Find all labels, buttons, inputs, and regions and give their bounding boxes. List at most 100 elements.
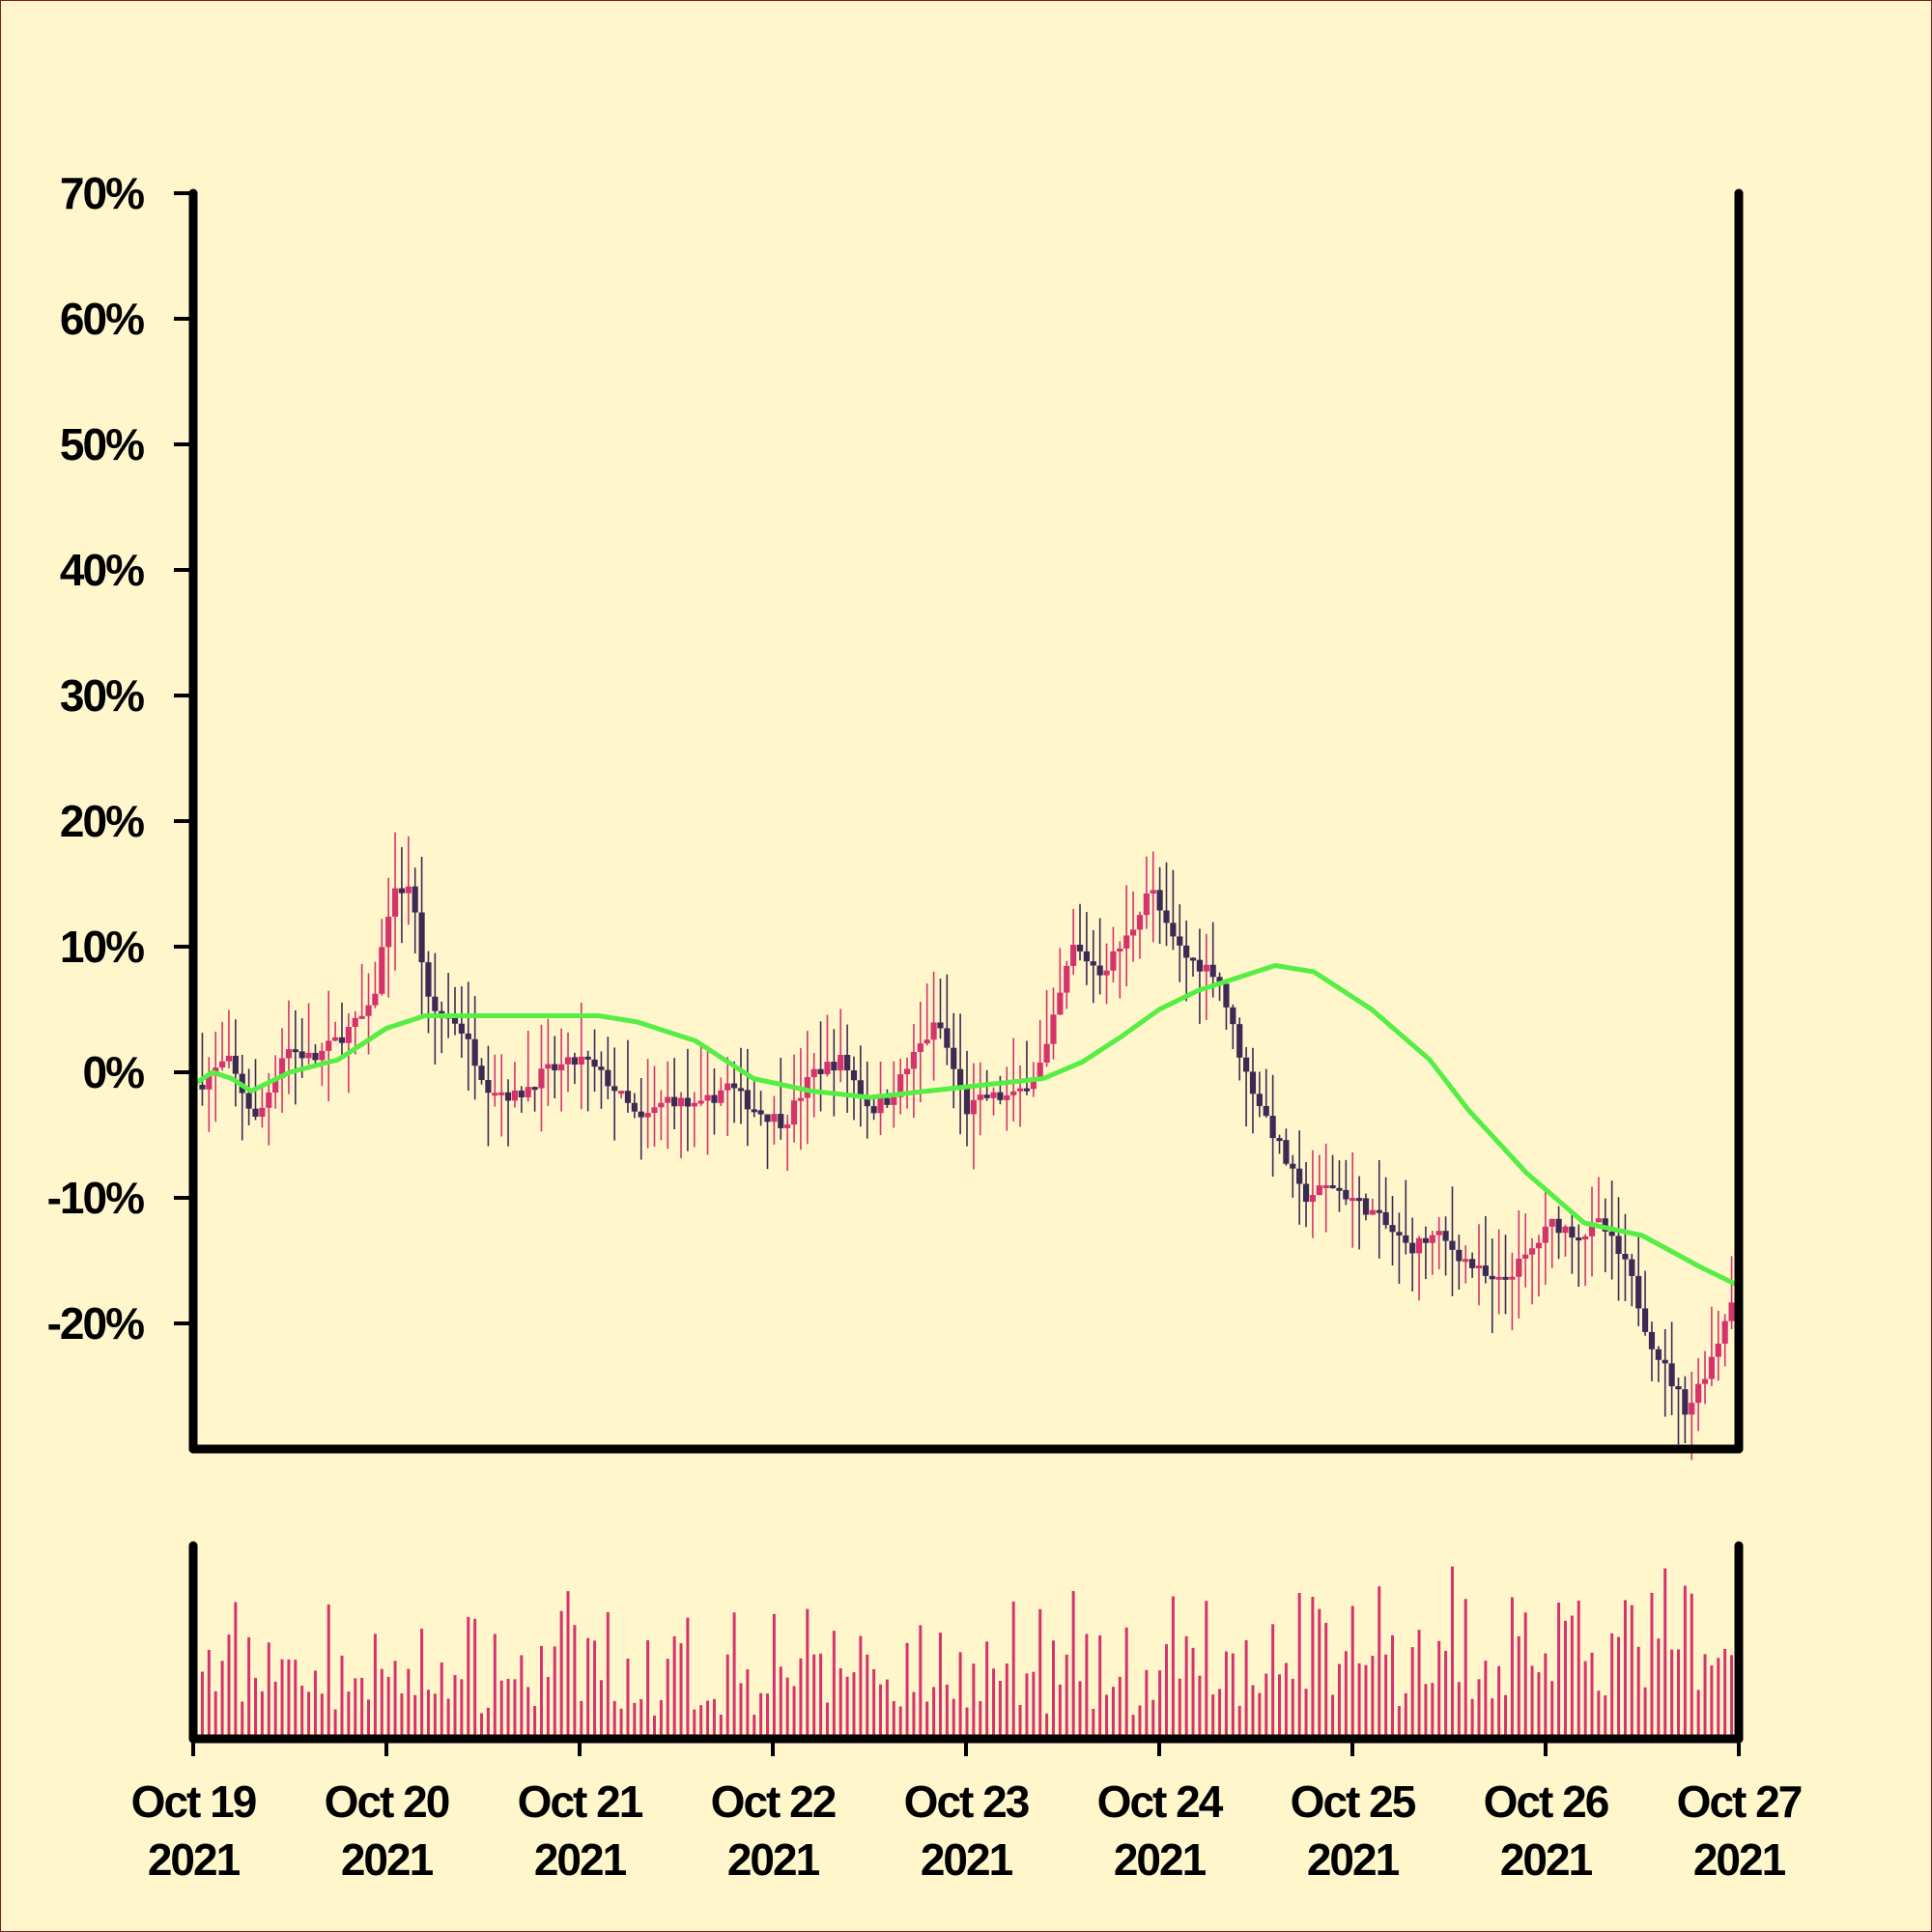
- candle-body: [1396, 1232, 1403, 1236]
- volume-bar: [1517, 1635, 1520, 1739]
- candle: [1389, 1196, 1396, 1266]
- candle-body: [1701, 1378, 1709, 1384]
- candle-body: [1588, 1222, 1596, 1236]
- candle-body: [1376, 1209, 1382, 1213]
- volume-bar: [1530, 1665, 1534, 1739]
- candle: [564, 1032, 572, 1093]
- volume-bar: [659, 1700, 663, 1739]
- candle: [1336, 1160, 1343, 1212]
- candle: [957, 1013, 964, 1135]
- volume-bar: [1331, 1694, 1335, 1739]
- x-tick-label-date: Oct 26: [1484, 1776, 1608, 1827]
- volume-bar: [433, 1693, 437, 1739]
- y-tick-label: 10%: [60, 922, 144, 972]
- candle-body: [937, 1022, 944, 1029]
- candle: [518, 1086, 525, 1113]
- candle-body: [771, 1114, 778, 1122]
- candle: [605, 1037, 611, 1099]
- volume-bar: [367, 1699, 371, 1739]
- candle: [1316, 1154, 1322, 1196]
- volume-bar: [825, 1702, 829, 1739]
- volume-bar: [1484, 1661, 1488, 1739]
- volume-bar: [1118, 1676, 1122, 1739]
- candle-body: [1403, 1235, 1409, 1243]
- x-tick-label-date: Oct 25: [1291, 1776, 1416, 1827]
- candle: [977, 1062, 983, 1136]
- volume-bar: [1244, 1639, 1248, 1739]
- volume-bar: [499, 1680, 503, 1739]
- volume-bar: [513, 1679, 517, 1739]
- volume-bar: [1078, 1681, 1082, 1739]
- candle: [385, 877, 392, 998]
- candle-body: [1555, 1218, 1562, 1234]
- candle-body: [1322, 1184, 1329, 1188]
- candle-body: [485, 1080, 492, 1094]
- candle: [312, 1043, 319, 1065]
- candle-body: [412, 886, 418, 913]
- volume-bar: [473, 1618, 477, 1739]
- candle-body: [578, 1056, 584, 1065]
- candle-body: [1475, 1265, 1483, 1269]
- volume-bar: [639, 1699, 643, 1739]
- candle-body: [1409, 1242, 1416, 1254]
- volume-bar: [453, 1674, 457, 1739]
- candle: [451, 986, 459, 1036]
- candle: [1648, 1321, 1656, 1381]
- candle: [1422, 1226, 1430, 1280]
- candle-body: [538, 1068, 545, 1089]
- candle: [677, 1092, 685, 1159]
- candle: [1129, 891, 1137, 962]
- moving-average-line: [191, 963, 1741, 1289]
- candle: [1376, 1159, 1382, 1259]
- candle: [831, 1029, 838, 1117]
- volume-bar: [746, 1669, 750, 1739]
- candle: [1435, 1216, 1442, 1269]
- volume-bar: [725, 1654, 729, 1739]
- volume-bar: [1643, 1687, 1647, 1739]
- volume-bar: [832, 1631, 836, 1739]
- volume-bar: [546, 1677, 550, 1739]
- candle-body: [631, 1102, 638, 1112]
- candle: [1057, 948, 1064, 1015]
- candle-body: [877, 1097, 884, 1114]
- volume-bar: [1092, 1708, 1095, 1739]
- candle-body: [850, 1070, 858, 1081]
- volume-bar: [1005, 1663, 1009, 1739]
- candle-body: [272, 1078, 279, 1094]
- candle-body: [1276, 1138, 1283, 1142]
- volume-bar: [1457, 1682, 1461, 1739]
- candle: [398, 846, 406, 944]
- candle: [857, 1045, 864, 1127]
- candle-body: [1263, 1105, 1269, 1117]
- candle: [1090, 929, 1096, 1004]
- y-tick-label: 50%: [60, 419, 144, 469]
- candle-body: [1196, 959, 1204, 972]
- volume-bar: [407, 1668, 411, 1739]
- candle-body: [1682, 1389, 1689, 1415]
- volume-bar: [1557, 1603, 1561, 1739]
- candle-body: [730, 1083, 738, 1089]
- candle-body: [1369, 1209, 1376, 1215]
- candle-body: [465, 1033, 471, 1039]
- volume-bar: [1271, 1624, 1275, 1739]
- candle: [391, 832, 399, 971]
- candle: [1177, 904, 1183, 982]
- candle-body: [1216, 977, 1223, 984]
- volume-bar: [712, 1698, 716, 1739]
- volume-bar: [599, 1680, 603, 1739]
- volume-bar: [347, 1691, 351, 1739]
- candle-body: [1170, 923, 1177, 937]
- candle-body: [1283, 1140, 1290, 1164]
- candle: [850, 1056, 858, 1121]
- candle: [817, 1021, 824, 1112]
- candle: [405, 836, 412, 925]
- candle: [305, 1003, 312, 1065]
- candle: [644, 1059, 651, 1149]
- volume-bar: [1337, 1663, 1341, 1739]
- candle-body: [1662, 1359, 1668, 1364]
- volume-bar: [992, 1668, 996, 1739]
- volume-bar: [1218, 1689, 1222, 1739]
- volume-bar: [1444, 1650, 1448, 1739]
- candle-body: [1629, 1259, 1635, 1276]
- axes: -20% -10% 0% 10% 20% 30% 40% 50% 60% 70% Oct 19 202…: [47, 168, 1804, 1885]
